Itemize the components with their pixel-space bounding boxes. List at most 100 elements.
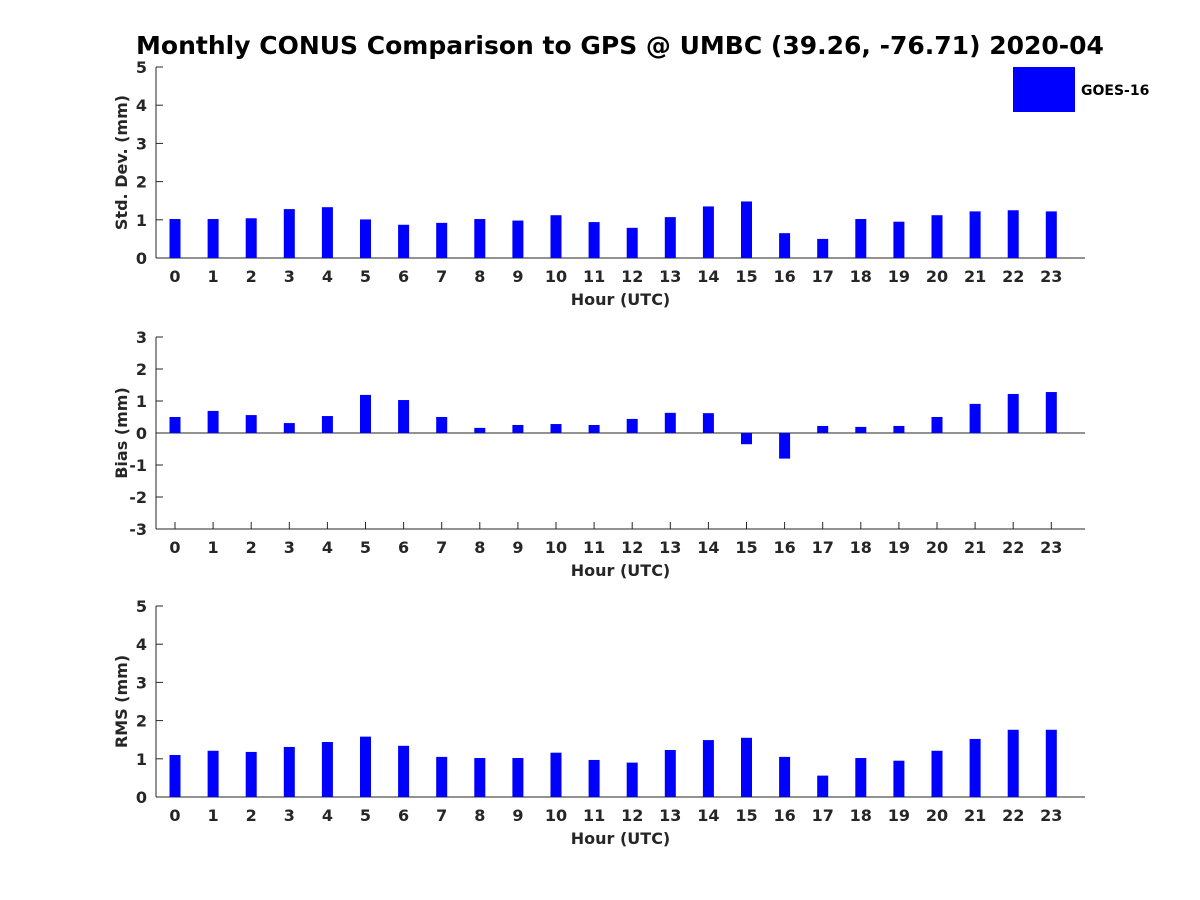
std-dev-bar <box>436 222 448 258</box>
std-dev-xtick-label: 12 <box>621 267 643 286</box>
rms-bar <box>664 750 676 797</box>
bias-bar <box>893 425 905 433</box>
std-dev-xtick-label: 22 <box>1002 267 1024 286</box>
std-dev-ytick-label: 4 <box>136 96 147 115</box>
bias-ylabel: Bias (mm) <box>112 387 131 479</box>
std-dev-bar <box>512 220 524 258</box>
std-dev-ytick-label: 1 <box>136 211 147 230</box>
bias-xtick-label: 16 <box>773 538 795 557</box>
legend: GOES-16 <box>1013 67 1149 112</box>
rms-ylabel: RMS (mm) <box>112 655 131 748</box>
rms-xtick-label: 9 <box>512 806 523 825</box>
rms-bar <box>1045 729 1057 797</box>
rms-bar <box>169 754 181 797</box>
std-dev-bar <box>855 219 867 258</box>
std-dev-xtick-label: 1 <box>208 267 219 286</box>
std-dev-xtick-label: 8 <box>474 267 485 286</box>
rms-bar <box>588 759 600 797</box>
bias-xtick-label: 11 <box>583 538 605 557</box>
bias-xtick-label: 17 <box>812 538 834 557</box>
rms-xtick-label: 12 <box>621 806 643 825</box>
bias-bar <box>1045 392 1057 433</box>
std-dev-xtick-label: 0 <box>169 267 180 286</box>
std-dev-xtick-label: 14 <box>697 267 719 286</box>
rms-xtick-label: 10 <box>545 806 567 825</box>
bias-bar <box>512 425 524 433</box>
std-dev-xtick-label: 5 <box>360 267 371 286</box>
std-dev-xtick-label: 21 <box>964 267 986 286</box>
rms-bar <box>398 745 410 797</box>
legend-label: GOES-16 <box>1081 83 1149 99</box>
std-dev-xtick-label: 9 <box>512 267 523 286</box>
std-dev-xtick-label: 6 <box>398 267 409 286</box>
std-dev-bar <box>398 224 410 258</box>
bias-xtick-label: 2 <box>246 538 257 557</box>
rms-xtick-label: 14 <box>697 806 719 825</box>
bias-xtick-label: 10 <box>545 538 567 557</box>
rms-xtick-label: 17 <box>812 806 834 825</box>
chart-title: Monthly CONUS Comparison to GPS @ UMBC (… <box>136 31 1104 60</box>
bias-bar <box>398 400 410 433</box>
bias-bar <box>626 418 638 433</box>
std-dev-bar <box>169 219 181 258</box>
std-dev-xtick-label: 7 <box>436 267 447 286</box>
bias-xtick-label: 5 <box>360 538 371 557</box>
bias-bar <box>245 415 257 433</box>
bias-xtick-label: 1 <box>208 538 219 557</box>
bias-ytick-label: -1 <box>129 456 147 475</box>
bias-xlabel: Hour (UTC) <box>571 561 671 580</box>
std-dev-bar <box>702 206 714 258</box>
bias-bar <box>436 417 448 433</box>
bias-bar <box>588 425 600 433</box>
bias-xtick-label: 4 <box>322 538 333 557</box>
rms-bar <box>1007 729 1019 797</box>
std-dev-xtick-label: 11 <box>583 267 605 286</box>
rms-bar <box>207 750 219 797</box>
std-dev-bar <box>969 211 981 258</box>
rms-xtick-label: 6 <box>398 806 409 825</box>
std-dev-xtick-label: 17 <box>812 267 834 286</box>
rms-xtick-label: 1 <box>208 806 219 825</box>
std-dev-bar <box>817 238 829 258</box>
bias-bar <box>817 425 829 433</box>
std-dev-bar <box>207 219 219 258</box>
rms-bar <box>969 738 981 797</box>
bias-bar <box>360 394 371 433</box>
rms-ytick-label: 0 <box>136 788 147 807</box>
rms-xtick-label: 16 <box>773 806 795 825</box>
std-dev-bar <box>893 221 905 258</box>
rms-xtick-label: 0 <box>169 806 180 825</box>
bias-xtick-label: 18 <box>850 538 872 557</box>
rms-xtick-label: 13 <box>659 806 681 825</box>
rms-xtick-label: 2 <box>246 806 257 825</box>
std-dev-bar <box>360 219 371 258</box>
bias-bar <box>321 416 333 433</box>
rms-xtick-label: 8 <box>474 806 485 825</box>
rms-bar <box>283 746 295 797</box>
bias-bar <box>169 417 181 433</box>
std-dev-bar <box>245 218 257 258</box>
std-dev-bar <box>1045 211 1057 258</box>
std-dev-xtick-label: 4 <box>322 267 333 286</box>
rms-bar <box>626 762 638 797</box>
rms-xtick-label: 19 <box>888 806 910 825</box>
bias-bar <box>741 433 752 445</box>
std-dev-xtick-label: 23 <box>1040 267 1062 286</box>
bias-xtick-label: 8 <box>474 538 485 557</box>
rms-bar <box>817 775 829 797</box>
rms-xtick-label: 7 <box>436 806 447 825</box>
bias-bar <box>550 424 562 433</box>
bias-xtick-label: 14 <box>697 538 719 557</box>
bias-bar <box>779 433 791 459</box>
std-dev-xtick-label: 18 <box>850 267 872 286</box>
rms-xlabel: Hour (UTC) <box>571 829 671 848</box>
std-dev-ytick-label: 0 <box>136 249 147 268</box>
bias-ytick-label: 1 <box>136 392 147 411</box>
std-dev-bar <box>931 215 943 258</box>
rms-bar <box>474 758 486 797</box>
std-dev-ylabel: Std. Dev. (mm) <box>112 95 131 230</box>
rms-bar <box>436 756 448 797</box>
